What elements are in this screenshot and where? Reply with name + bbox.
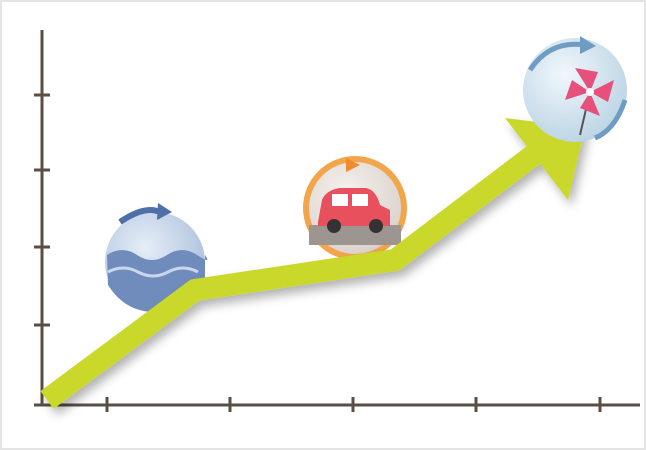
axes — [34, 30, 640, 412]
car-icon — [303, 156, 407, 260]
wind-icon — [523, 36, 628, 142]
water-icon — [105, 203, 208, 313]
